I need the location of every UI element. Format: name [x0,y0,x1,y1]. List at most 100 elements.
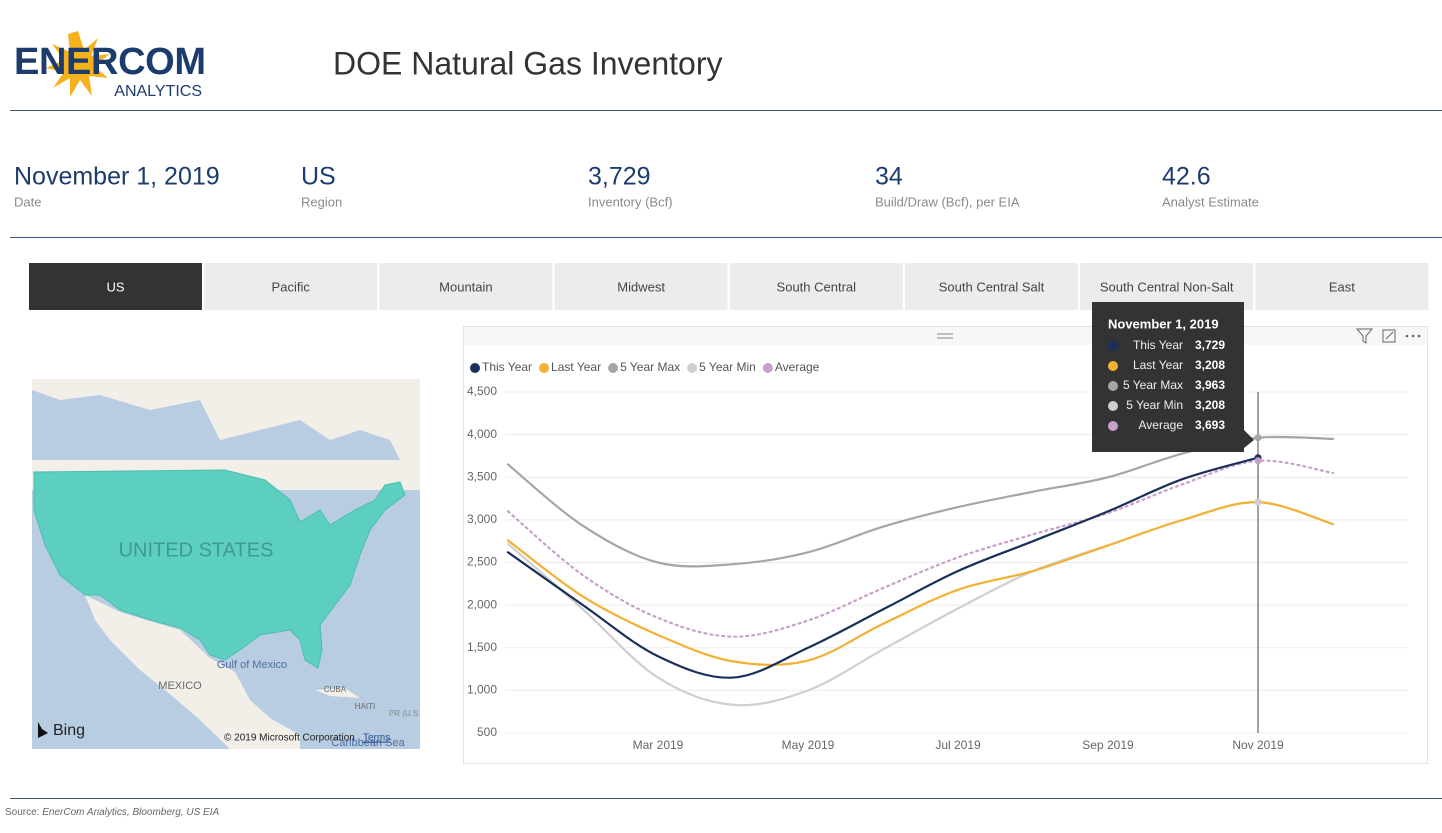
tooltip-value: 3,729 [1195,338,1225,352]
logo-subtext: ANALYTICS [114,83,202,100]
y-tick-label: 2,000 [467,597,497,611]
map-label: CUBA [324,685,347,694]
legend-marker[interactable] [687,363,698,373]
legend-marker[interactable] [539,363,550,373]
kpi-label: Inventory (Bcf) [588,194,673,209]
tab[interactable] [379,263,553,310]
y-tick-label: 1,500 [467,640,497,654]
logo-text: ENERCOM [14,41,206,83]
tooltip-name: Last Year [1133,358,1183,372]
panel-header [464,327,1427,345]
tooltip-name: 5 Year Max [1123,378,1183,392]
tab-label[interactable]: US [106,279,124,294]
bing-icon [38,722,48,738]
source-prefix: Source: [5,807,39,818]
map-brand: Bing [53,722,85,739]
tooltip-marker [1108,341,1118,351]
filter-icon[interactable] [1355,328,1374,344]
tab-label[interactable]: Midwest [617,279,665,294]
series-line [506,459,1335,638]
tab-bar: US Pacific Mountain Midwest South Central Sou… [29,263,1429,310]
logo: ENERCOM ANALYTICS [14,31,206,100]
x-tick-label: Jul 2019 [935,738,981,752]
legend-label[interactable]: Last Year [551,360,601,374]
map-region [33,469,406,669]
tooltip-marker [1108,381,1118,391]
tab-label[interactable]: East [1329,279,1355,294]
kpi-value: November 1, 2019 [14,163,220,191]
source-note: Source: EnerCom Analytics, Bloomberg, US… [5,807,219,818]
tooltip-name: 5 Year Min [1126,398,1183,412]
y-tick-label: 2,500 [467,555,497,569]
kpi-value: 34 [875,163,903,191]
map-label: Caribbean Sea [331,737,405,749]
map-terms[interactable]: Terms [363,733,390,744]
page-title: DOE Natural Gas Inventory [333,45,722,81]
focus-icon[interactable] [1382,329,1396,343]
x-tick-label: May 2019 [782,738,835,752]
map: UNITED STATES Gulf of Mexico MEXICO CUBA… [32,379,424,749]
kpi-label: Date [14,194,41,209]
kpi-value: 42.6 [1162,163,1211,191]
tooltip-value: 3,693 [1195,418,1225,432]
map-land [32,379,420,480]
kpi-label: Build/Draw (Bcf), per EIA [875,194,1020,209]
tab-label[interactable]: South Central Non-Salt [1100,279,1234,294]
kpi-label: Analyst Estimate [1162,194,1259,209]
tooltip-name: Average [1139,418,1184,432]
series-line [506,435,1335,568]
tab[interactable] [729,263,903,310]
more-icon[interactable] [1405,334,1421,338]
tooltip-value: 3,963 [1195,378,1225,392]
tooltip-value: 3,208 [1195,358,1225,372]
y-tick-label: 3,000 [467,512,497,526]
series-line [506,456,1260,679]
tab-label[interactable]: South Central Salt [939,279,1045,294]
hover-point [1254,434,1262,442]
tab[interactable] [204,263,378,310]
map-label: UNITED STATES [119,539,274,561]
y-tick-label: 500 [477,725,497,739]
tab-label[interactable]: Mountain [439,279,492,294]
tooltip-pointer [1244,430,1254,448]
tooltip-value: 3,208 [1195,398,1225,412]
kpi-label: Region [301,194,342,209]
drag-handle[interactable] [937,333,953,339]
tab[interactable] [1255,263,1429,310]
y-tick-label: 1,000 [467,683,497,697]
tooltip-title: November 1, 2019 [1108,316,1219,331]
legend-label[interactable]: This Year [482,360,532,374]
x-tick-label: Sep 2019 [1082,738,1134,752]
map-label: MEXICO [158,680,202,692]
map-land [85,595,300,749]
tab[interactable] [554,263,728,310]
tab-label[interactable]: South Central [777,279,857,294]
tooltip-marker [1108,361,1118,371]
kpi-row: November 1, 2019 Date US Region 3,729 Invento… [14,163,1259,210]
legend-marker[interactable] [470,363,480,373]
legend-label[interactable]: 5 Year Min [699,360,756,374]
line-chart: 500 1,000 1,500 2,000 2,500 3,000 3,500 4,000 4,… [467,302,1408,752]
tooltip-marker [1108,401,1118,411]
tab[interactable] [905,263,1078,310]
x-tick-label: Nov 2019 [1232,738,1284,752]
kpi-value: 3,729 [588,163,651,191]
legend-marker[interactable] [608,363,619,373]
tab[interactable] [29,263,202,310]
legend-label[interactable]: Average [775,360,820,374]
hover-point [1254,457,1262,465]
hover-point [1254,498,1262,506]
y-tick-label: 4,000 [467,427,497,441]
tooltip-name: This Year [1133,338,1183,352]
tab-label[interactable]: Pacific [272,279,311,294]
y-tick-label: 3,500 [467,469,497,483]
kpi-value: US [301,163,336,191]
legend-marker[interactable] [762,363,773,373]
map-label: PR (U.S.) [389,709,424,718]
series-line [506,501,1335,666]
source-text: EnerCom Analytics, Bloomberg, US EIA [42,807,219,818]
legend-label[interactable]: 5 Year Max [620,360,680,374]
x-tick-label: Mar 2019 [633,738,684,752]
